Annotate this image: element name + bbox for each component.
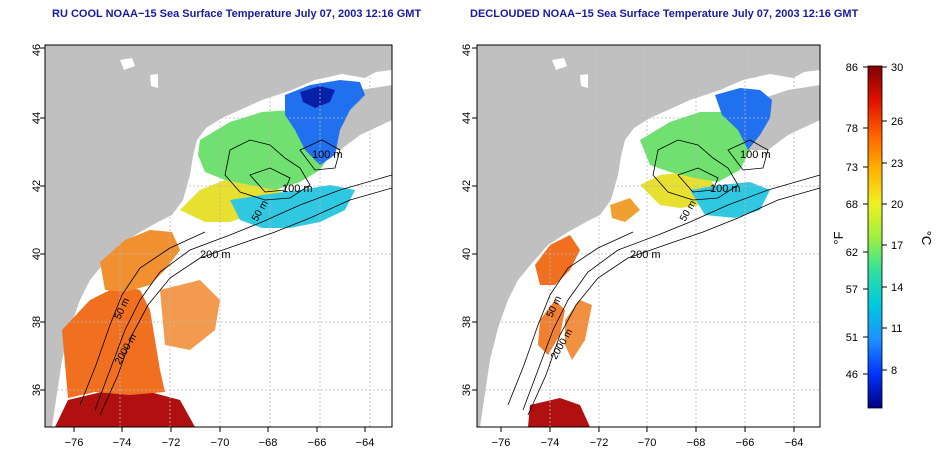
- colorbar-c-tick: 17: [891, 240, 903, 252]
- right-isobath-label: 100 m: [740, 149, 771, 161]
- right-y-tick: 40: [461, 248, 473, 260]
- right-isobaths: [507, 139, 820, 416]
- colorbar-f-tick: 51: [846, 332, 858, 344]
- left-sst-map: 100 m 100 m 50 m 200 m 50 m 2000 m: [44, 44, 393, 428]
- left-axes: −76 −74 −72 −70 −68 −66 −64 36 38 40 42 …: [31, 44, 374, 449]
- colorbar-f-tick: 46: [846, 369, 858, 381]
- right-sst-red: [528, 398, 590, 427]
- left-isobath-label: 200 m: [200, 249, 231, 261]
- colorbar-c-tick: 14: [891, 282, 903, 294]
- left-y-tick: 42: [31, 180, 43, 192]
- left-y-tick: 40: [31, 248, 43, 260]
- left-map-frame: [44, 44, 393, 428]
- right-x-tick: −72: [590, 437, 609, 449]
- right-x-tick: −68: [687, 437, 706, 449]
- colorbar-c-tick: 20: [891, 199, 903, 211]
- left-y-tick: 38: [31, 316, 43, 328]
- right-sst-orange-bank: [610, 198, 640, 222]
- left-sst-orange-east: [160, 280, 220, 350]
- colorbar-f-tick: 57: [846, 284, 858, 296]
- colorbar-f-tick: 62: [846, 247, 858, 259]
- left-isobaths: [79, 139, 392, 416]
- right-x-tick: −66: [736, 437, 755, 449]
- right-x-tick: −64: [785, 437, 804, 449]
- left-grid: [45, 45, 392, 427]
- left-map-title: RU COOL NOAA−15 Sea Surface Temperature …: [52, 8, 422, 20]
- left-x-tick: −72: [162, 437, 181, 449]
- right-axes: −76 −74 −72 −70 −68 −66 −64 36 38 40 42 …: [461, 44, 803, 449]
- left-y-tick: 44: [31, 112, 43, 124]
- colorbar-scale: [867, 65, 883, 409]
- colorbar-f-tick: 73: [846, 162, 858, 174]
- right-lake: [552, 58, 567, 70]
- left-x-tick: −70: [211, 437, 230, 449]
- left-sst-red: [55, 390, 195, 427]
- left-lake: [120, 58, 135, 70]
- left-isobath-label: 100 m: [312, 149, 343, 161]
- right-lake: [580, 74, 588, 88]
- right-land: [477, 45, 820, 427]
- left-sst-orange: [62, 285, 165, 398]
- colorbar-f-tick: 86: [846, 62, 858, 74]
- right-map-frame: [476, 44, 821, 428]
- right-x-tick: −74: [541, 437, 560, 449]
- right-isobath-label: 100 m: [710, 183, 741, 195]
- left-x-tick: −64: [356, 437, 375, 449]
- colorbar-f-tick: 78: [846, 123, 858, 135]
- right-sst-orange-strip: [565, 300, 592, 360]
- left-y-tick: 36: [31, 384, 43, 396]
- right-sst-cyan: [690, 182, 770, 218]
- left-lake: [150, 74, 158, 88]
- colorbar-c-tick: 30: [891, 62, 903, 74]
- right-y-tick: 38: [461, 316, 473, 328]
- right-sst-map: 100 m 100 m 50 m 200 m 50 m 2000 m: [476, 44, 821, 428]
- right-x-tick: −70: [638, 437, 657, 449]
- right-y-tick: 46: [461, 44, 473, 56]
- right-y-tick: 42: [461, 180, 473, 192]
- left-x-tick: −66: [308, 437, 327, 449]
- colorbar-c-tick: 23: [891, 158, 903, 170]
- left-y-tick: 46: [31, 44, 43, 56]
- left-x-tick: −74: [113, 437, 132, 449]
- colorbar-c-tick: 8: [891, 365, 897, 377]
- right-sst-orange: [535, 235, 580, 285]
- left-x-tick: −76: [65, 437, 84, 449]
- right-sst-orange-strip: [538, 300, 565, 355]
- left-sst-darkblue: [300, 86, 335, 108]
- right-y-tick: 44: [461, 112, 473, 124]
- right-x-tick: −76: [492, 437, 511, 449]
- right-grid: [477, 45, 820, 427]
- right-map-title: DECLOUDED NOAA−15 Sea Surface Temperatur…: [470, 8, 859, 20]
- colorbar-f-tick: 68: [846, 199, 858, 211]
- left-isobath-label: 100 m: [282, 183, 313, 195]
- right-isobath-label: 200 m: [630, 249, 661, 261]
- temperature-colorbar: 86 78 73 68 62 57 51 46 30 26 23 20 17 1…: [831, 62, 934, 409]
- colorbar-fahrenheit-unit: °F: [831, 231, 846, 244]
- left-land: [45, 45, 392, 427]
- colorbar-celsius-unit: °C: [919, 231, 934, 246]
- colorbar-c-tick: 11: [891, 323, 902, 335]
- colorbar-c-tick: 26: [891, 116, 903, 128]
- left-x-tick: −68: [259, 437, 278, 449]
- right-y-tick: 36: [461, 384, 473, 396]
- right-sst-blue: [715, 88, 772, 150]
